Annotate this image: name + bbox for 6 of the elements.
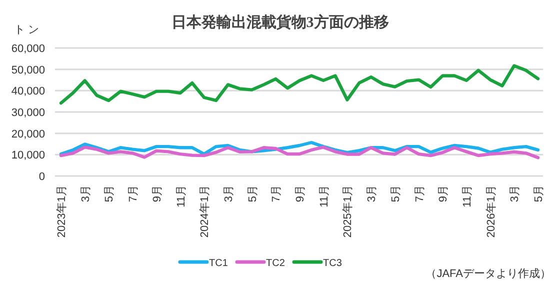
annotation: （JAFAデータより作成） <box>426 268 551 280</box>
legend-label: TC3 <box>323 258 342 269</box>
ylabel: トン <box>14 24 42 36</box>
legend-label: TC1 <box>209 258 228 269</box>
title: 日本発輸出混載貨物3方面の推移 <box>171 15 389 31</box>
legend-label: TC2 <box>266 258 286 269</box>
